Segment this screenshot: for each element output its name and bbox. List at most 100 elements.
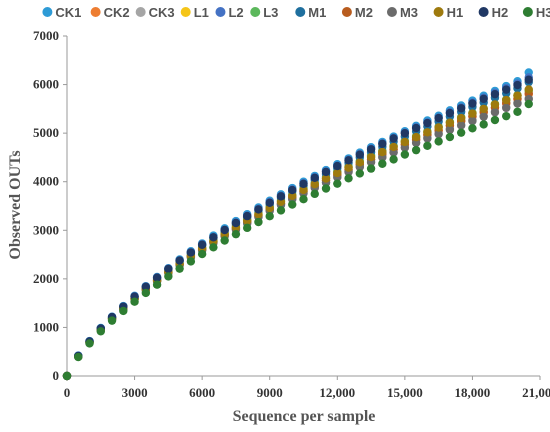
- data-point: [107, 316, 117, 325]
- data-point: [513, 107, 522, 116]
- legend-marker-ck1: [42, 7, 53, 17]
- x-tick-label: 21,000: [522, 385, 550, 400]
- series-ck3: [62, 93, 533, 381]
- data-point: [299, 179, 308, 189]
- data-point: [254, 205, 263, 214]
- x-tick-label: 9000: [257, 385, 283, 400]
- data-point: [242, 211, 252, 221]
- data-point: [513, 99, 522, 108]
- data-point: [355, 169, 365, 178]
- data-point: [310, 179, 319, 189]
- data-point: [445, 125, 455, 134]
- series-h2: [62, 75, 533, 381]
- y-tick-label: 5000: [33, 125, 59, 140]
- data-point: [479, 104, 488, 114]
- data-point: [344, 163, 353, 172]
- data-point: [423, 141, 432, 150]
- data-point: [276, 192, 286, 201]
- data-point: [524, 75, 533, 84]
- legend-label-m2: M2: [355, 5, 373, 20]
- data-point: [445, 108, 455, 118]
- series-h3: [62, 99, 533, 381]
- data-point: [231, 218, 241, 228]
- data-point: [164, 264, 173, 274]
- data-point: [288, 200, 297, 209]
- y-tick-label: 2000: [33, 271, 59, 286]
- data-point: [254, 217, 263, 227]
- data-point: [389, 155, 398, 164]
- legend-label-h2: H2: [492, 5, 509, 20]
- legend-marker-l3: [250, 7, 261, 17]
- data-point: [524, 99, 533, 109]
- x-tick-label: 15,000: [387, 385, 423, 400]
- data-point: [96, 327, 105, 336]
- data-point: [513, 80, 522, 90]
- data-point: [490, 108, 500, 117]
- y-tick-label: 4000: [33, 174, 59, 189]
- data-point: [524, 85, 533, 94]
- data-point: [468, 109, 477, 118]
- data-point: [220, 225, 229, 235]
- data-point: [366, 164, 376, 173]
- legend-label-h1: H1: [447, 5, 464, 20]
- data-point: [479, 94, 488, 104]
- data-point: [423, 134, 432, 143]
- legend-marker-l2: [215, 7, 226, 17]
- legend-marker-m1: [295, 7, 306, 17]
- data-point: [209, 233, 218, 242]
- data-point: [85, 339, 94, 348]
- data-point: [321, 174, 331, 183]
- data-point: [456, 121, 466, 130]
- legend-label-m3: M3: [400, 5, 418, 20]
- data-point: [299, 185, 308, 195]
- data-point: [186, 248, 196, 257]
- data-point: [502, 85, 511, 94]
- y-tick-label: 0: [53, 368, 60, 383]
- data-point: [378, 159, 387, 168]
- x-tick-label: 0: [64, 385, 71, 400]
- data-point: [141, 282, 151, 292]
- data-point: [468, 116, 477, 126]
- data-point: [231, 229, 241, 239]
- legend-marker-h1: [433, 7, 444, 17]
- y-tick-label: 3000: [33, 222, 59, 237]
- data-point: [434, 113, 443, 123]
- data-point: [479, 120, 488, 129]
- data-point: [152, 280, 162, 289]
- data-point: [299, 195, 308, 204]
- data-point: [366, 152, 376, 162]
- data-point: [321, 184, 331, 193]
- legend-label-m1: M1: [308, 5, 326, 20]
- data-point: [197, 240, 207, 249]
- data-point: [513, 91, 522, 100]
- legend-marker-m3: [386, 7, 397, 17]
- legend-marker-h3: [522, 7, 533, 17]
- data-point: [411, 145, 421, 155]
- data-point: [333, 168, 342, 178]
- data-point: [411, 132, 421, 142]
- data-point: [344, 174, 353, 183]
- data-point: [288, 185, 297, 195]
- data-point: [468, 124, 477, 133]
- data-point: [333, 161, 342, 171]
- data-point: [197, 249, 207, 259]
- legend-label-ck3: CK3: [149, 5, 175, 20]
- x-tick-label: 12,000: [319, 385, 355, 400]
- data-point: [445, 132, 455, 142]
- y-tick-label: 7000: [33, 28, 59, 43]
- data-point: [456, 128, 466, 137]
- x-tick-label: 3000: [122, 385, 148, 400]
- data-point: [186, 257, 196, 266]
- legend-label-l3: L3: [263, 5, 278, 20]
- data-point: [389, 142, 398, 152]
- legend: CK1 CK2 CK3 L1 L2 L3 M1 M2 M3 H1 H2 H3: [42, 5, 550, 20]
- data-point: [119, 306, 128, 316]
- x-tick-label: 6000: [189, 385, 215, 400]
- legend-label-l1: L1: [194, 5, 209, 20]
- legend-marker-m2: [341, 7, 352, 17]
- data-point: [468, 99, 477, 108]
- data-point: [502, 95, 511, 105]
- data-point: [400, 150, 410, 159]
- data-point: [310, 173, 319, 183]
